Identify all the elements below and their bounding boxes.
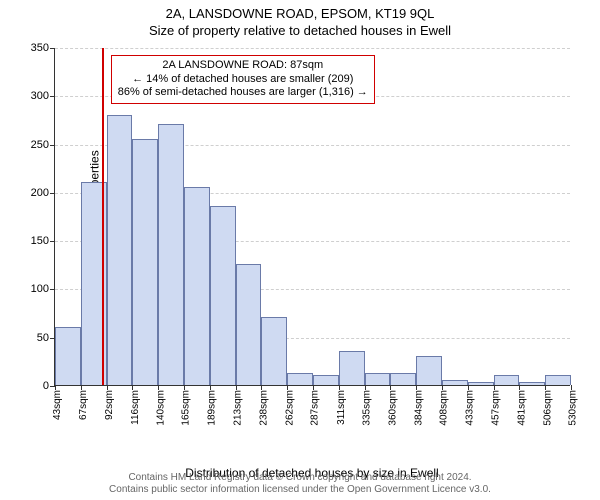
title-line-2: Size of property relative to detached ho… [0, 23, 600, 40]
chart-container: Number of detached properties 0501001502… [54, 48, 570, 418]
chart-title-block: 2A, LANSDOWNE ROAD, EPSOM, KT19 9QL Size… [0, 0, 600, 40]
y-tick-label: 250 [31, 139, 55, 151]
marker-line [102, 48, 104, 385]
histogram-bar [339, 351, 365, 385]
y-tick-label: 200 [31, 187, 55, 199]
x-tick-label: 165sqm [181, 390, 192, 426]
x-tick-label: 67sqm [78, 390, 89, 420]
x-tick-label: 530sqm [568, 390, 579, 426]
grid-line [55, 48, 570, 49]
histogram-bar [107, 115, 133, 385]
histogram-bar [236, 264, 262, 385]
footer-line-1: Contains HM Land Registry data © Crown c… [0, 472, 600, 484]
histogram-bar [468, 382, 494, 385]
annotation-box: 2A LANSDOWNE ROAD: 87sqm← 14% of detache… [111, 55, 375, 104]
x-tick-label: 384sqm [413, 390, 424, 426]
histogram-bar [442, 380, 468, 385]
y-tick-label: 300 [31, 90, 55, 102]
x-tick-label: 408sqm [439, 390, 450, 426]
histogram-bar [519, 382, 545, 385]
histogram-bar [365, 373, 391, 385]
x-tick-label: 262sqm [284, 390, 295, 426]
annotation-line: ← 14% of detached houses are smaller (20… [118, 73, 368, 87]
x-tick-label: 189sqm [207, 390, 218, 426]
footer: Contains HM Land Registry data © Crown c… [0, 472, 600, 496]
x-tick-label: 506sqm [542, 390, 553, 426]
histogram-bar [261, 317, 287, 385]
histogram-bar [494, 375, 520, 385]
footer-line-2: Contains public sector information licen… [0, 484, 600, 496]
histogram-bar [132, 139, 158, 385]
x-tick-label: 140sqm [155, 390, 166, 426]
x-tick-label: 360sqm [387, 390, 398, 426]
y-tick-label: 100 [31, 283, 55, 295]
histogram-bar [416, 356, 442, 385]
histogram-bar [210, 206, 236, 385]
x-tick-label: 287sqm [310, 390, 321, 426]
x-tick-label: 238sqm [258, 390, 269, 426]
x-tick-label: 311sqm [336, 390, 347, 425]
y-tick-label: 150 [31, 235, 55, 247]
x-tick-label: 433sqm [465, 390, 476, 426]
x-tick-label: 213sqm [233, 390, 244, 426]
x-tick-label: 116sqm [129, 390, 140, 425]
annotation-line: 86% of semi-detached houses are larger (… [118, 86, 368, 100]
x-tick-label: 457sqm [491, 390, 502, 426]
histogram-bar [55, 327, 81, 385]
histogram-bar [184, 187, 210, 385]
annotation-line: 2A LANSDOWNE ROAD: 87sqm [118, 59, 368, 73]
x-tick-label: 481sqm [516, 390, 527, 426]
histogram-bar [158, 124, 184, 385]
x-tick-label: 335sqm [362, 390, 373, 426]
x-tick-label: 92sqm [104, 390, 115, 420]
histogram-bar [390, 373, 416, 385]
histogram-bar [313, 375, 339, 385]
histogram-bar [545, 375, 571, 385]
y-tick-label: 350 [31, 42, 55, 54]
title-line-1: 2A, LANSDOWNE ROAD, EPSOM, KT19 9QL [0, 6, 600, 23]
y-tick-label: 50 [37, 332, 55, 344]
x-tick-label: 43sqm [52, 390, 63, 420]
histogram-bar [287, 373, 313, 385]
plot-area: 05010015020025030035043sqm67sqm92sqm116s… [54, 48, 570, 386]
